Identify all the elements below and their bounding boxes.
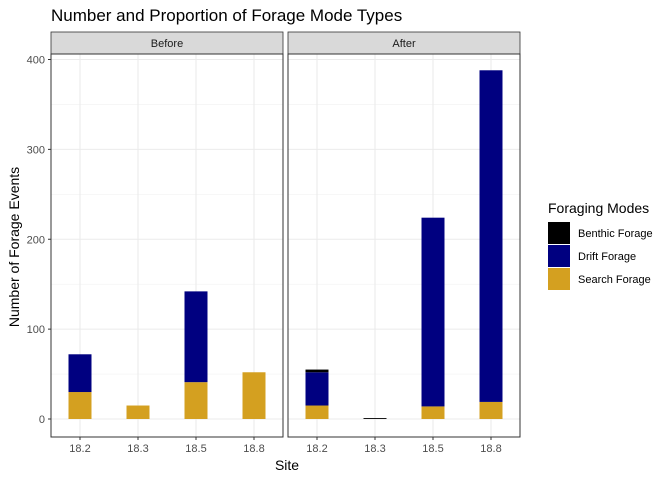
facet-strip-label: Before: [151, 38, 183, 50]
legend-key-search-forage: [548, 268, 570, 290]
y-tick-label: 0: [39, 414, 45, 426]
x-axis-title: Site: [275, 457, 299, 473]
facet-strip-label: After: [392, 38, 416, 50]
bar-drift-forage: [68, 354, 92, 393]
panel-border: [287, 53, 521, 438]
legend-label-search-forage: Search Forage: [578, 274, 651, 286]
x-tick-label: 18.8: [480, 443, 501, 455]
bar-benthic-forage: [363, 418, 387, 419]
x-tick-label: 18.8: [243, 443, 264, 455]
facet-panel-before: Before 18.2 18.3 18.5 18.8 0 100 200 300 400: [27, 31, 284, 455]
bar-search-forage: [421, 406, 445, 419]
legend-key-benthic-forage: [548, 222, 570, 244]
chart-title: Number and Proportion of Forage Mode Typ…: [51, 6, 402, 25]
bar-search-forage: [242, 372, 266, 419]
legend-title: Foraging Modes: [548, 200, 649, 216]
bar-search-forage: [126, 405, 150, 419]
panel-border: [50, 53, 284, 438]
y-tick-label: 200: [27, 234, 45, 246]
bar-drift-forage: [305, 372, 329, 406]
bar-benthic-forage: [305, 369, 329, 373]
y-tick-label: 300: [27, 144, 45, 156]
bar-drift-forage: [479, 70, 503, 402]
bar-drift-forage: [421, 217, 445, 407]
facet-panels: Before 18.2 18.3 18.5 18.8 0 100 200 300 400 After…: [27, 31, 521, 455]
x-tick-label: 18.3: [127, 443, 148, 455]
x-tick-label: 18.5: [422, 443, 443, 455]
bar-search-forage: [184, 382, 208, 419]
y-tick-label: 400: [27, 55, 45, 67]
legend-key-drift-forage: [548, 245, 570, 267]
bar-search-forage: [305, 405, 329, 419]
bar-search-forage: [479, 401, 503, 419]
bar-drift-forage: [184, 291, 208, 383]
x-tick-label: 18.2: [69, 443, 90, 455]
x-tick-label: 18.3: [364, 443, 385, 455]
facet-panel-after: After 18.2 18.3 18.5 18.8: [287, 31, 521, 455]
bar-search-forage: [68, 392, 92, 419]
legend-label-drift-forage: Drift Forage: [578, 251, 636, 263]
y-axis-title: Number of Forage Events: [6, 167, 22, 327]
legend: Foraging Modes Benthic Forage Drift Forag…: [548, 200, 653, 290]
x-tick-label: 18.5: [185, 443, 206, 455]
y-tick-label: 100: [27, 324, 45, 336]
x-tick-label: 18.2: [306, 443, 327, 455]
legend-label-benthic-forage: Benthic Forage: [578, 228, 653, 240]
